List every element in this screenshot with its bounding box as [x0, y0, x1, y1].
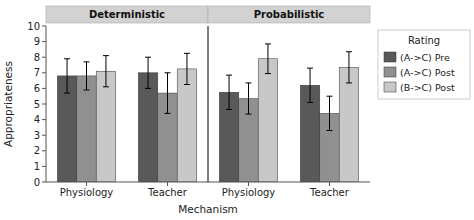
error-bar: [226, 75, 232, 109]
error-bar: [84, 62, 90, 90]
y-tick: [42, 166, 46, 167]
x-tick-label: Teacher: [147, 187, 188, 198]
error-bar: [165, 73, 171, 114]
y-tick-label: 2: [34, 145, 40, 156]
x-tick: [329, 182, 330, 186]
y-tick: [42, 26, 46, 27]
x-tick-label: Physiology: [222, 187, 276, 198]
legend-title: Rating: [408, 35, 440, 46]
error-bar: [265, 44, 271, 74]
error-bar: [246, 83, 252, 114]
y-tick: [42, 135, 46, 136]
legend: Rating (A->C) Pre (A->C) Post (B->C) Post: [378, 30, 470, 99]
panel-divider: [208, 26, 209, 182]
y-tick-label: 8: [34, 52, 40, 63]
y-tick: [42, 182, 46, 183]
panel-header: [46, 6, 208, 23]
error-bar: [184, 53, 190, 84]
y-tick-label: 4: [34, 114, 40, 125]
y-axis: 0 1 2 3 4 5 6 7 8 9 10: [27, 21, 46, 188]
legend-label: (A->C) Post: [400, 67, 455, 78]
y-tick: [42, 119, 46, 120]
bar: [339, 67, 358, 182]
error-bar: [307, 68, 313, 102]
error-bar: [64, 59, 70, 93]
legend-swatch: [384, 52, 396, 62]
y-tick-label: 6: [34, 83, 40, 94]
panel-label: Probabilistic: [254, 9, 325, 20]
bar: [177, 69, 196, 182]
y-tick-label: 5: [34, 99, 40, 110]
error-bar: [145, 57, 151, 88]
y-tick-label: 3: [34, 130, 40, 141]
x-tick-label: Physiology: [60, 187, 114, 198]
bar: [77, 76, 96, 182]
x-tick: [86, 182, 87, 186]
y-tick: [42, 72, 46, 73]
y-tick-label: 1: [34, 161, 40, 172]
legend-swatch: [384, 67, 396, 77]
x-axis-label: Mechanism: [178, 203, 238, 215]
y-tick-label: 10: [27, 21, 40, 32]
x-tick: [167, 182, 168, 186]
y-tick: [42, 88, 46, 89]
bar: [138, 73, 157, 182]
y-tick: [42, 104, 46, 105]
y-tick: [42, 57, 46, 58]
y-tick-label: 9: [34, 36, 40, 47]
y-tick-label: 7: [34, 67, 40, 78]
panel-label: Deterministic: [89, 9, 165, 20]
error-bar: [327, 96, 333, 130]
y-tick-label: 0: [34, 177, 40, 188]
legend-swatch: [384, 82, 396, 92]
y-axis-label: Appropriateness: [2, 61, 14, 147]
error-bar: [103, 56, 109, 87]
panel-header: [208, 6, 370, 23]
legend-label: (A->C) Pre: [400, 52, 450, 63]
x-tick: [248, 182, 249, 186]
legend-frame: [378, 30, 470, 99]
y-tick: [42, 41, 46, 42]
y-axis-line: [46, 26, 47, 182]
x-axis: Physiology Teacher Physiology Teacher: [46, 182, 370, 198]
legend-label: (B->C) Post: [400, 82, 455, 93]
y-tick: [42, 150, 46, 151]
error-bar: [346, 52, 352, 83]
x-tick-label: Teacher: [309, 187, 350, 198]
chart: 0 1 2 3 4 5 6 7 8 9 10 Appropriateness Physiology Tea…: [0, 0, 474, 220]
bar: [258, 59, 277, 182]
bar: [96, 71, 115, 182]
